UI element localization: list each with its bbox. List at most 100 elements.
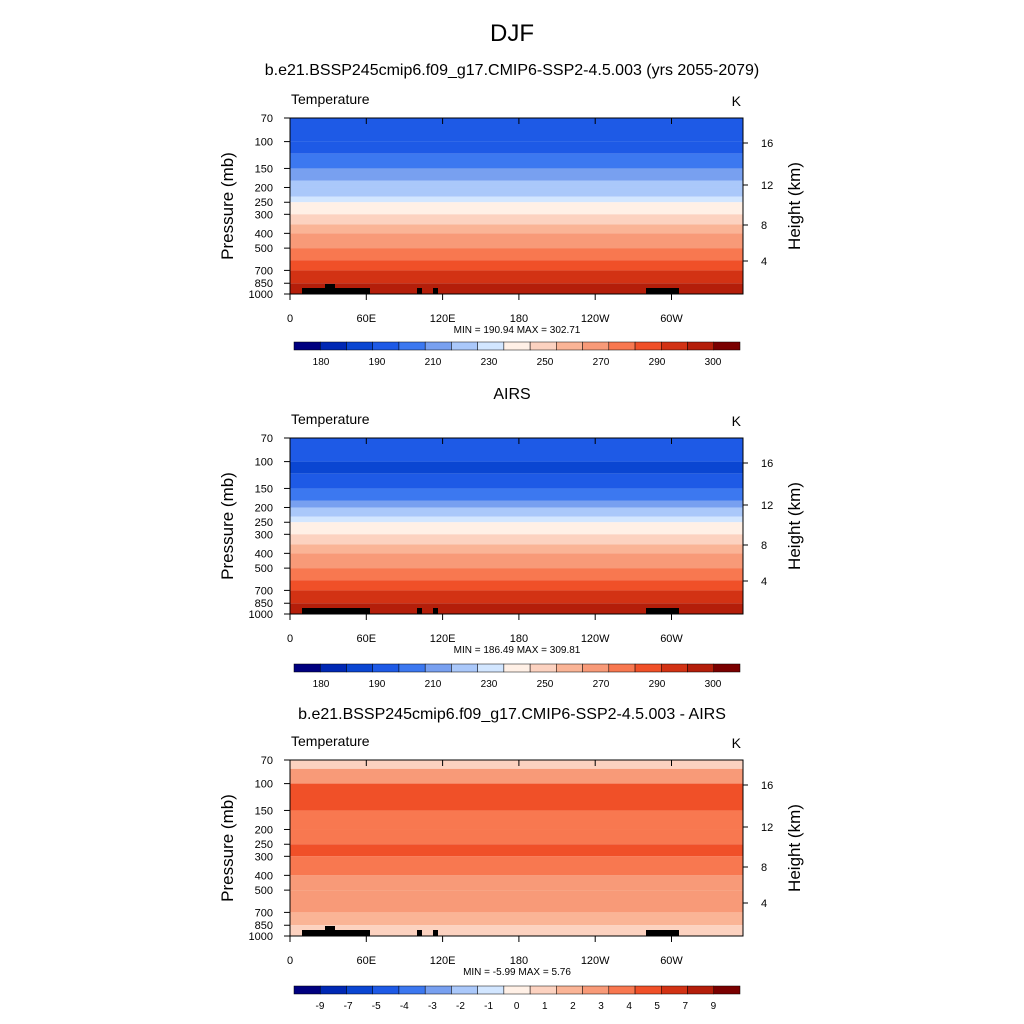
colorbar-label: 190: [369, 357, 386, 368]
colorbar-swatch: [608, 663, 636, 673]
y-tick-label: 300: [255, 209, 273, 221]
colorbar-label: 0: [514, 1001, 520, 1012]
colorbar-swatch: [713, 663, 741, 673]
y-tick-label: 150: [255, 483, 273, 495]
x-tick-label: 60E: [357, 313, 377, 325]
terrain-block: [646, 930, 679, 936]
colorbar-swatch: [372, 985, 400, 995]
y-tick-label: 850: [255, 278, 273, 290]
shade-band: [290, 522, 743, 535]
shade-band: [290, 544, 743, 554]
colorbar-swatch: [503, 663, 531, 673]
y-right-tick-label: 8: [761, 862, 767, 874]
panel-3-title: b.e21.BSSP245cmip6.f09_g17.CMIP6-SSP2-4.…: [298, 706, 726, 723]
y-tick-label: 200: [255, 182, 273, 194]
units-label: K: [732, 413, 742, 429]
colorbar-swatch: [608, 985, 636, 995]
plot-frame: [289, 759, 744, 937]
colorbar-swatch: [634, 663, 662, 673]
colorbar-swatch: [372, 663, 400, 673]
shade-band: [290, 473, 743, 489]
shade-band: [290, 187, 743, 197]
colorbar-label: 290: [649, 357, 666, 368]
colorbar-swatch: [477, 663, 505, 673]
colorbar-swatch: [319, 341, 347, 351]
y-tick-label: 150: [255, 163, 273, 175]
colorbar-label: -5: [372, 1001, 381, 1012]
y-tick-label: 300: [255, 529, 273, 541]
colorbar-label: 250: [537, 679, 554, 690]
y-tick-label: 700: [255, 907, 273, 919]
stats-label: MIN = 186.49 MAX = 309.81: [454, 645, 581, 656]
panel-3: [284, 759, 748, 995]
terrain-block: [320, 930, 370, 936]
shade-band: [290, 603, 743, 614]
y-tick-label: 250: [255, 839, 273, 851]
shade-band: [290, 590, 743, 604]
colorbar-label: 1: [542, 1001, 548, 1012]
terrain-block: [302, 930, 322, 936]
colorbar-swatch: [451, 985, 478, 995]
shade-band: [290, 553, 743, 569]
y-right-tick-label: 4: [761, 898, 767, 910]
colorbar-swatch: [687, 341, 715, 351]
colorbar-label: 7: [683, 1001, 689, 1012]
colorbar-swatch: [293, 985, 321, 995]
shade-band: [290, 224, 743, 234]
shade-band: [290, 500, 743, 508]
y-right-tick-label: 12: [761, 180, 773, 192]
colorbar-swatch: [634, 985, 662, 995]
variable-label: Temperature: [291, 733, 370, 749]
shade-band: [290, 233, 743, 249]
shade-band: [290, 260, 743, 271]
y-tick-label: 850: [255, 920, 273, 932]
shade-band: [290, 141, 743, 154]
colorbar-swatch: [398, 663, 426, 673]
colorbar-label: 210: [425, 679, 442, 690]
shade-band: [290, 118, 743, 142]
terrain-block: [320, 608, 370, 614]
shade-band: [290, 516, 743, 523]
y-right-tick-label: 4: [761, 256, 767, 268]
terrain-block: [320, 288, 370, 294]
colorbar-swatch: [346, 663, 373, 673]
y-tick-label: 500: [255, 563, 273, 575]
colorbar-label: -9: [316, 1001, 325, 1012]
panel-2: [284, 437, 748, 673]
x-tick-label: 60W: [660, 313, 683, 325]
colorbar-swatch: [424, 341, 452, 351]
colorbar-swatch: [346, 985, 373, 995]
shade-band: [290, 168, 743, 181]
colorbar-label: 5: [654, 1001, 660, 1012]
shade-band: [290, 488, 743, 501]
y-tick-label: 1000: [249, 931, 273, 943]
y-tick-label: 400: [255, 548, 273, 560]
y-tick-label: 250: [255, 197, 273, 209]
terrain-block: [646, 608, 679, 614]
shade-band: [290, 890, 743, 913]
x-tick-label: 120E: [430, 955, 456, 967]
x-tick-label: 60W: [660, 633, 683, 645]
x-tick-label: 60W: [660, 955, 683, 967]
y-tick-label: 100: [255, 457, 273, 469]
colorbar-label: 9: [711, 1001, 717, 1012]
colorbar-swatch: [372, 341, 400, 351]
terrain-block: [417, 930, 422, 936]
x-tick-label: 120E: [430, 633, 456, 645]
colorbar-label: -2: [456, 1001, 465, 1012]
terrain-block: [302, 608, 322, 614]
colorbar-label: 300: [705, 357, 722, 368]
y-tick-label: 70: [261, 755, 273, 767]
shade-band: [290, 438, 743, 462]
colorbar-label: 190: [369, 679, 386, 690]
colorbar-label: 180: [313, 679, 330, 690]
y-tick-label: 700: [255, 265, 273, 277]
y-right-tick-label: 4: [761, 576, 767, 588]
y-right-tick-label: 12: [761, 500, 773, 512]
units-label: K: [732, 93, 742, 109]
x-tick-label: 120W: [581, 313, 610, 325]
x-tick-label: 0: [287, 313, 293, 325]
shade-band: [290, 768, 743, 784]
colorbar-swatch: [424, 663, 452, 673]
